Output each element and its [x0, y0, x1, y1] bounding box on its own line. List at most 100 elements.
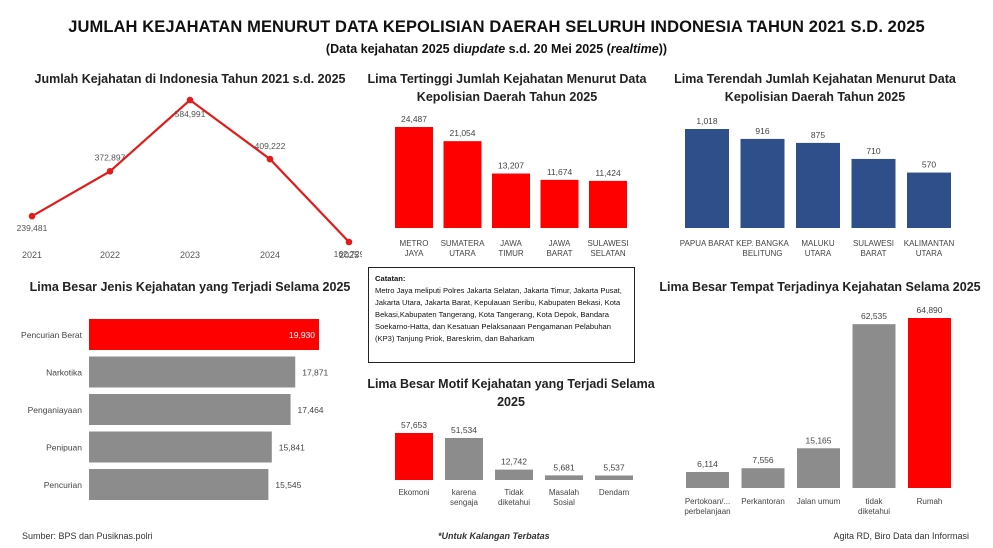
line-chart-title: Jumlah Kejahatan di Indonesia Tahun 2021…	[34, 72, 346, 86]
category-label: METRO JAYA	[400, 239, 429, 258]
line-data-label: 584,991	[175, 109, 206, 119]
bar	[852, 324, 896, 488]
bar	[796, 142, 840, 228]
crime-motives-chart: 57,653 Ekomoni 51,534 karena sengaja 12,742 Ti…	[395, 420, 633, 507]
note-text: Metro Jaya meliputi Polres Jakarta Selat…	[375, 286, 622, 343]
category-label: tidak diketahui	[858, 497, 890, 516]
x-tick-label: 2024	[260, 250, 280, 260]
bar	[740, 138, 785, 228]
category-label: SUMATERA UTARA	[441, 239, 486, 258]
bar	[395, 127, 433, 228]
bar	[492, 173, 530, 228]
crime-places-chart: 6,114 Pertokoan/... perbelanjaan 7,556 Perka…	[684, 305, 951, 516]
bar	[589, 180, 627, 228]
subtitle-part-e: ))	[658, 42, 668, 56]
crime-places-title: Lima Besar Tempat Terjadinya Kejahatan S…	[659, 280, 981, 294]
category-label: Pencurian Berat	[21, 330, 83, 340]
category-label: JAWA BARAT	[546, 239, 572, 258]
category-label: Dendam	[599, 488, 630, 497]
bar	[495, 469, 533, 480]
bar-data-label: 710	[866, 146, 880, 156]
bar-data-label: 15,165	[806, 435, 832, 445]
bar-data-label: 5,681	[553, 462, 575, 472]
line-data-label: 372,897	[95, 152, 126, 162]
bar-data-label: 17,871	[302, 368, 328, 378]
bar-data-label: 17,464	[298, 405, 324, 415]
category-label: Perkantoran	[741, 497, 785, 506]
category-label: Ekomoni	[398, 488, 429, 497]
bar-data-label: 57,653	[401, 420, 427, 430]
line-chart: 239,481 2021 372,897 2022 584,991 2023 409,222…	[17, 96, 362, 260]
bar-data-label: 21,054	[450, 128, 476, 138]
category-label: Jalan umum	[797, 497, 841, 506]
note-box: Catatan: Metro Jaya meliputi Polres Jaka…	[368, 267, 635, 363]
line-data-label: 239,481	[17, 223, 48, 233]
page-subtitle: (Data kejahatan 2025 diupdate s.d. 20 Me…	[0, 42, 993, 56]
category-label: Rumah	[917, 497, 943, 506]
category-label: SULAWESI BARAT	[853, 239, 894, 258]
crime-trend-line	[31, 98, 350, 243]
category-label: SULAWESI SELATAN	[587, 239, 628, 258]
bar	[545, 475, 583, 480]
bar-data-label: 570	[922, 160, 936, 170]
bar-data-label: 15,841	[279, 443, 305, 453]
crime-types-title: Lima Besar Jenis Kejahatan yang Terjadi …	[29, 280, 351, 294]
line-point	[345, 238, 353, 246]
note-title: Catatan:	[375, 274, 406, 283]
bar	[908, 318, 951, 488]
top5-regions-chart: 24,487 METRO JAYA 21,054 SUMATERA UTARA 13,207…	[395, 114, 629, 258]
subtitle-part-c: s.d. 20 Mei 2025 (	[505, 42, 611, 56]
bottom5-regions-chart: 1,018 PAPUA BARAT 916 KEP. BANGKA BELITUNG 87…	[680, 116, 955, 258]
category-label: KEP. BANGKA BELITUNG	[736, 239, 789, 258]
bar	[89, 319, 319, 350]
x-tick-label: 2025	[339, 250, 359, 260]
bar-data-label: 64,890	[917, 305, 943, 315]
bar	[445, 437, 483, 480]
bar-data-label: 11,674	[547, 167, 573, 177]
source-text: Sumber: BPS dan Pusiknas.polri	[22, 531, 153, 541]
bar	[907, 172, 951, 228]
x-tick-label: 2022	[100, 250, 120, 260]
bottom5-regions-title: Lima Terendah Jumlah Kejahatan Menurut D…	[674, 72, 956, 104]
category-label: PAPUA BARAT	[680, 239, 735, 248]
bar-data-label: 7,556	[752, 455, 774, 465]
category-label: Penipuan	[46, 443, 82, 453]
bar-data-label: 12,742	[501, 457, 527, 467]
x-tick-label: 2023	[180, 250, 200, 260]
author-text: Agita RD, Biro Data dan Informasi	[833, 531, 969, 541]
crime-motives-title: Lima Besar Motif Kejahatan yang Terjadi …	[367, 377, 655, 409]
bar	[595, 475, 633, 480]
restricted-text: *Untuk Kalangan Terbatas	[438, 531, 550, 541]
crime-types-chart: Pencurian Berat 19,930 Narkotika 17,871 Peng…	[21, 319, 329, 500]
line-point	[186, 96, 194, 104]
bar	[797, 448, 840, 488]
bar-data-label: 13,207	[498, 161, 524, 171]
bar	[89, 356, 296, 388]
subtitle-part-a: (Data kejahatan 2025 di	[325, 42, 465, 56]
bar	[685, 129, 729, 228]
bar	[741, 468, 785, 488]
bar-data-label: 11,424	[595, 168, 621, 178]
category-label: Tidak diketahui	[498, 488, 530, 507]
page-title: JUMLAH KEJAHATAN MENURUT DATA KEPOLISIAN…	[68, 18, 925, 36]
bar	[89, 394, 291, 425]
category-label: karena sengaja	[450, 488, 479, 507]
line-point	[28, 212, 36, 220]
category-label: MALUKU UTARA	[801, 239, 835, 258]
bar	[443, 141, 482, 228]
bar-data-label: 51,534	[451, 425, 477, 435]
bar-data-label: 62,535	[861, 311, 887, 321]
line-point	[266, 155, 274, 163]
category-label: Pertokoan/... perbelanjaan	[684, 497, 730, 516]
subtitle-part-d: realtime	[610, 42, 659, 56]
bar	[851, 158, 896, 228]
bar-data-label: 916	[755, 126, 769, 136]
category-label: JAWA TIMUR	[498, 239, 524, 258]
bar	[89, 431, 272, 463]
category-label: KALIMANTAN UTARA	[904, 239, 955, 258]
bar	[89, 469, 269, 500]
bar	[686, 471, 729, 488]
bar-data-label: 6,114	[697, 459, 718, 469]
bar	[540, 179, 579, 228]
bar-data-label: 19,930	[289, 330, 315, 340]
